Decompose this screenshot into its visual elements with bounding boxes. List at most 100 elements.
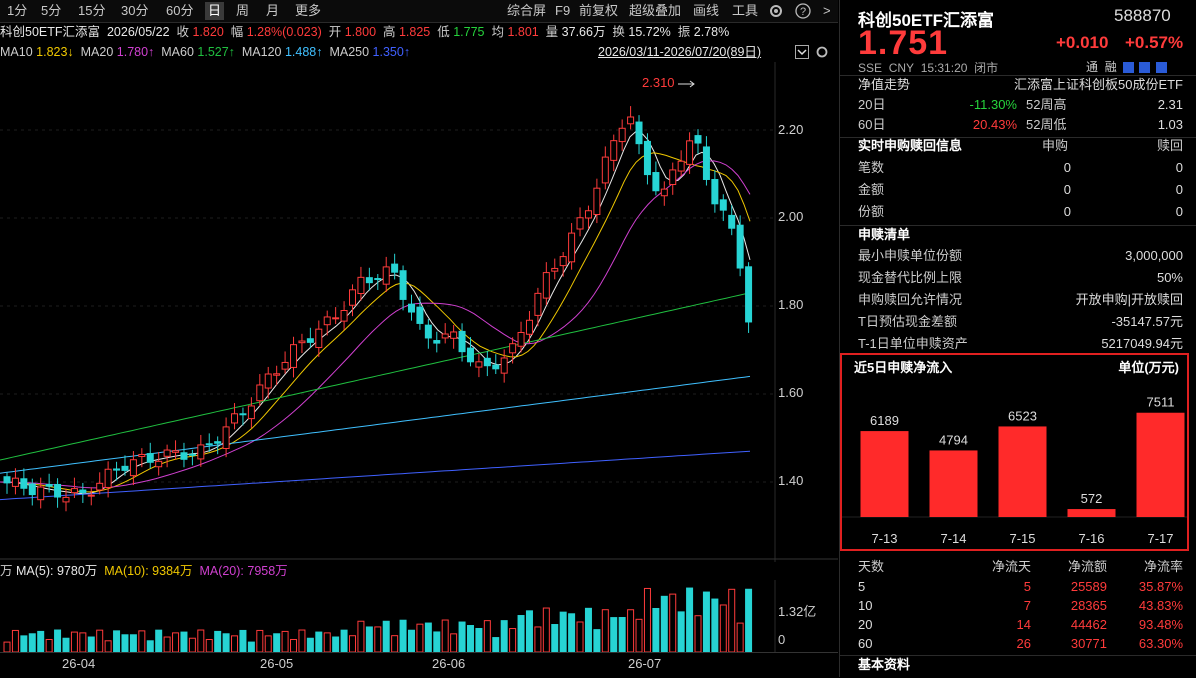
period-30min-tab[interactable]: 30分 <box>121 3 149 18</box>
nav-period: 60日 <box>858 117 886 132</box>
ma60-label: MA60 <box>161 45 194 59</box>
period-day-tab[interactable]: 日 <box>205 2 225 20</box>
forward-adjust-button[interactable]: 前复权 <box>579 3 619 18</box>
flow-col-amount: 净流额 <box>1067 559 1107 574</box>
inflow-bar <box>929 450 978 517</box>
volume-legend: 万 MA(5): 9780万 MA(10): 9384万 MA(20): 795… <box>0 564 288 578</box>
inflow-value-label: 572 <box>1081 491 1103 506</box>
volume-bar <box>3 641 11 652</box>
volume-bar <box>652 607 660 652</box>
candle-body <box>239 413 247 416</box>
period-15min-tab[interactable]: 15分 <box>78 3 106 18</box>
volume-bar <box>315 631 323 652</box>
list-key: T-1日单位申赎资产 <box>858 336 968 351</box>
candle-body <box>96 482 104 491</box>
ma10-value: 1.823↓ <box>36 45 74 59</box>
realtime-key: 份额 <box>858 204 885 219</box>
price-tick: 2.00 <box>778 209 804 224</box>
period-5min-tab[interactable]: 5分 <box>41 3 62 18</box>
date-range-selector[interactable]: 2026/03/11-2026/07/20(89日) <box>598 45 762 59</box>
ma20-label: MA20 <box>80 45 114 59</box>
volume-bar <box>264 635 272 652</box>
volume-bar <box>20 635 28 652</box>
period-60min-tab[interactable]: 60分 <box>166 3 194 18</box>
inflow-bar <box>1067 509 1116 517</box>
period-week-tab[interactable]: 周 <box>236 3 250 18</box>
ma60-value: 1.527↑ <box>197 45 235 59</box>
period-month-tab[interactable]: 月 <box>266 3 280 18</box>
ma120-value: 1.488↑ <box>284 45 323 59</box>
candle-body <box>694 135 702 144</box>
volume-bar <box>669 593 677 652</box>
date-axis: 26-04 26-05 26-06 26-07 <box>0 652 838 678</box>
period-more-tab[interactable]: 更多 <box>295 3 322 18</box>
settings-small-icon[interactable] <box>815 45 829 64</box>
volume-bar <box>500 620 508 652</box>
candle-body <box>138 453 146 457</box>
realtime-redeem-value: 0 <box>1175 204 1183 219</box>
kline-chart[interactable] <box>0 62 838 562</box>
candle-body <box>28 483 36 496</box>
candle-body <box>3 476 11 484</box>
volume-bar <box>247 641 255 652</box>
f9-button[interactable]: F9 <box>555 3 571 18</box>
volume-bar <box>28 633 36 652</box>
net-inflow-unit: 单位(万元) <box>1118 360 1179 375</box>
volume-bar <box>37 630 45 652</box>
volume-chart[interactable] <box>0 580 838 652</box>
month-tick: 26-04 <box>62 656 96 671</box>
tools-button[interactable]: 工具 <box>732 3 759 18</box>
candle-body <box>197 444 205 460</box>
volume-bar <box>163 636 171 652</box>
nav-return: 20.43% <box>972 117 1017 132</box>
volume-bar <box>146 640 154 652</box>
volume-bar <box>407 629 415 652</box>
question-icon[interactable]: ? <box>795 3 811 22</box>
ma250-label: MA250 <box>329 45 370 59</box>
turnover-label: 换 <box>612 25 625 39</box>
basic-info-header[interactable]: 基本资料 <box>840 654 1196 676</box>
candle-body <box>264 373 272 389</box>
period-1min-tab[interactable]: 1分 <box>7 3 28 18</box>
list-row: 申购赎回允许情况 开放申购|开放赎回 <box>840 289 1196 311</box>
volume-bar <box>509 628 517 652</box>
candle-body <box>483 357 491 367</box>
exchange: SSE <box>858 61 883 75</box>
high-label: 高 <box>382 25 396 39</box>
realtime-key: 金额 <box>858 182 885 197</box>
volume-bar <box>180 631 188 652</box>
candle-body <box>711 179 719 205</box>
menu-icon[interactable] <box>1155 62 1167 74</box>
candle-body <box>736 224 744 269</box>
change-value: 1.28%(0.023) <box>246 25 322 39</box>
volume-bar <box>559 611 567 652</box>
volume-bar <box>113 630 121 652</box>
inflow-category-label: 7-17 <box>1147 531 1173 546</box>
link-icon[interactable] <box>1139 62 1151 74</box>
gear-icon[interactable] <box>768 3 784 22</box>
volume-bar <box>576 621 584 652</box>
volume-bar <box>273 633 281 652</box>
volume-bar <box>745 588 753 652</box>
nav-header: 净值走势 汇添富上证科创板50成份ETF <box>840 74 1196 96</box>
flow-col-days: 天数 <box>858 559 885 574</box>
expand-arrow-icon[interactable]: > <box>823 3 831 18</box>
candle-body <box>45 483 53 487</box>
edit-icon[interactable] <box>1123 62 1135 74</box>
candle-body <box>433 340 441 344</box>
candle-body <box>618 127 626 143</box>
list-key: 最小申赎单位份额 <box>858 248 963 263</box>
super-overlay-button[interactable]: 超级叠加 <box>629 3 682 18</box>
volume-bar <box>618 617 626 652</box>
nav-period: 20日 <box>858 97 886 112</box>
quote-name: 科创50ETF汇添富 <box>858 11 995 30</box>
volume-bar <box>702 591 710 652</box>
candles <box>3 106 753 512</box>
composite-screen-button[interactable]: 综合屏 <box>507 3 547 18</box>
month-tick: 26-06 <box>432 656 466 671</box>
vol-ma20-value: 7958万 <box>247 564 288 578</box>
realtime-redeem-value: 0 <box>1175 182 1183 197</box>
candle-body <box>340 310 348 322</box>
draw-line-button[interactable]: 画线 <box>693 3 720 18</box>
dropdown-icon[interactable] <box>795 45 809 64</box>
